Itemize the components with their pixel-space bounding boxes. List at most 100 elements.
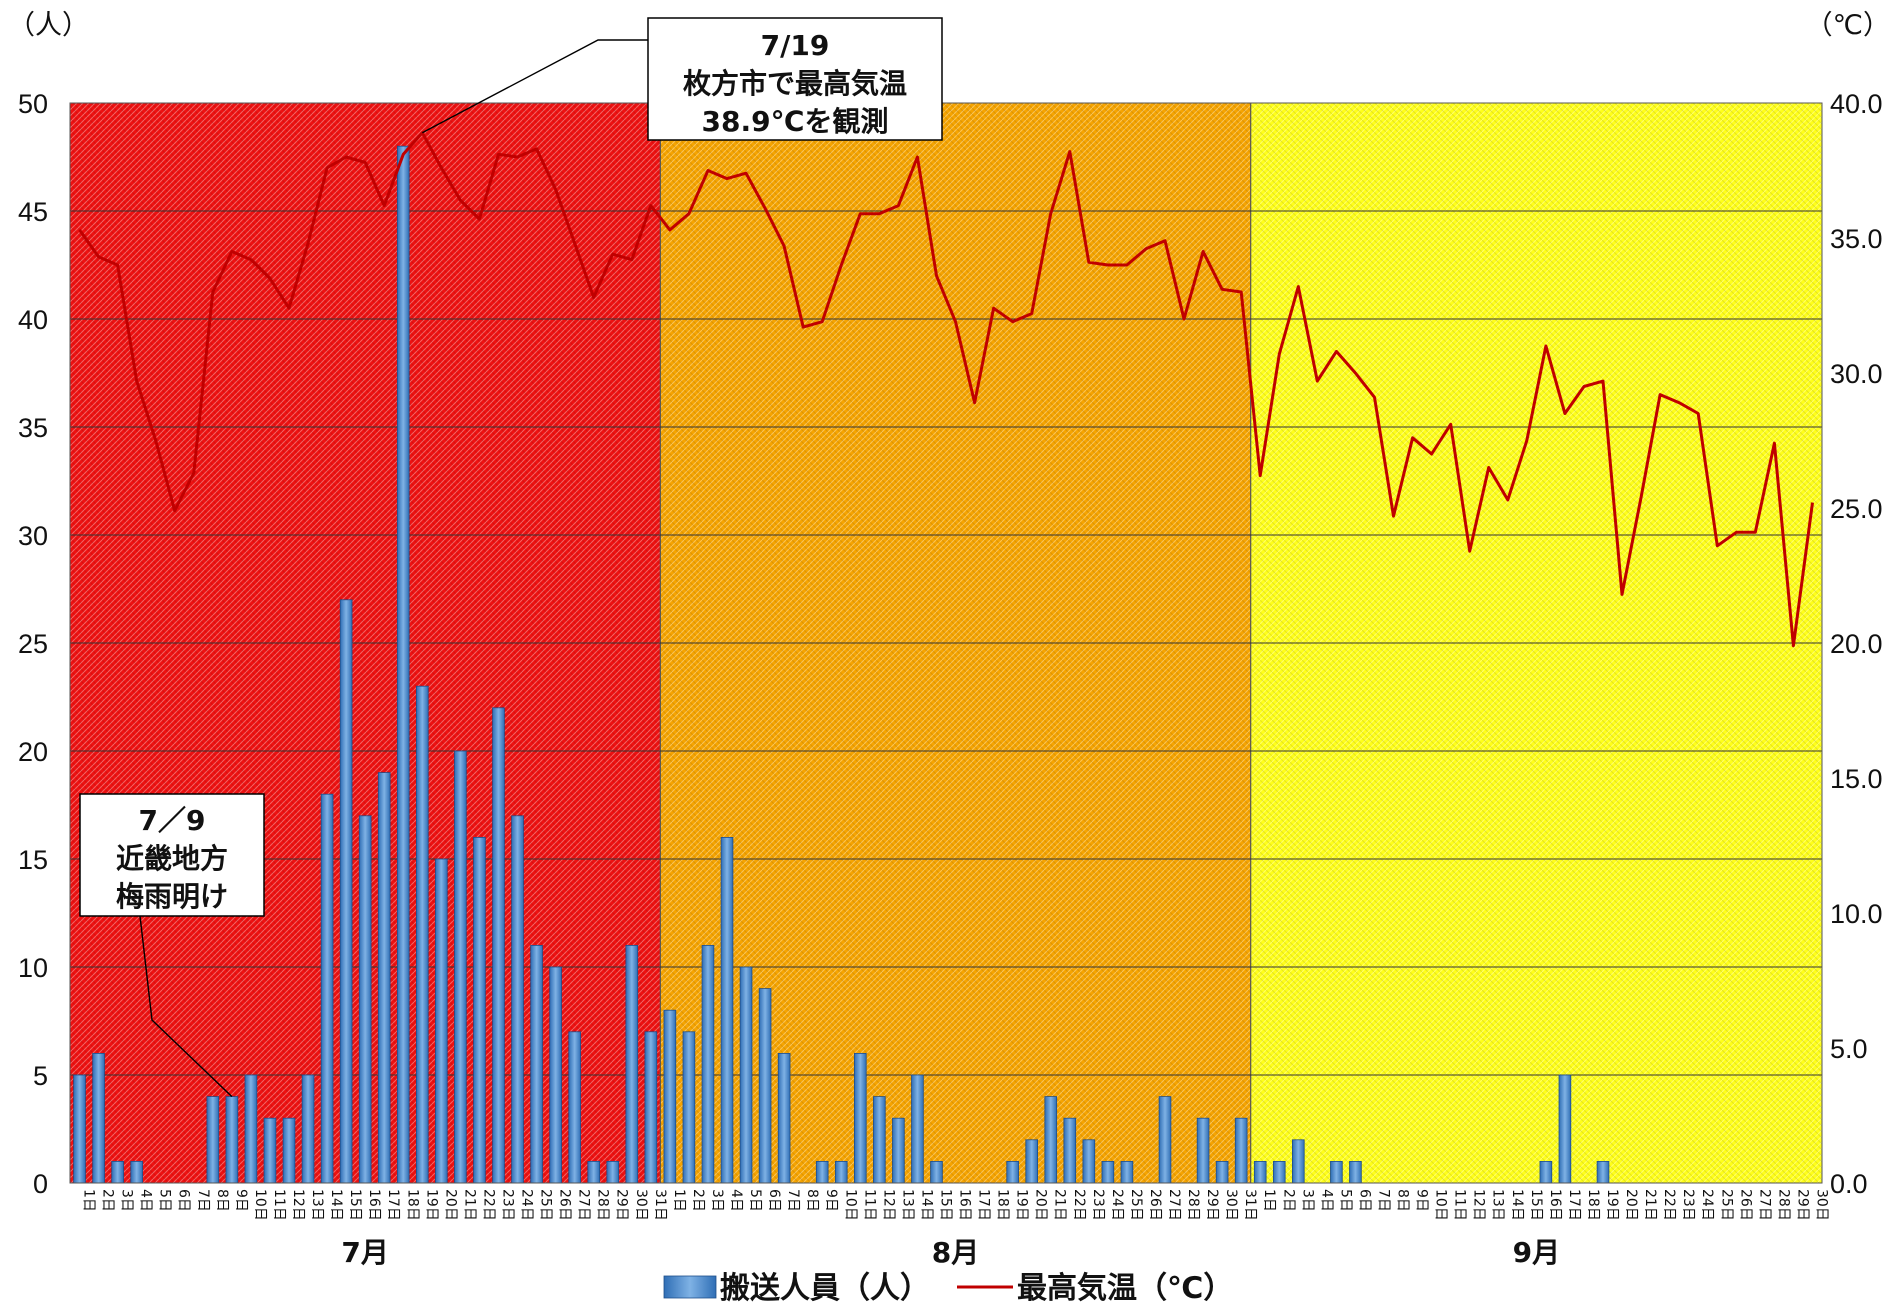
bar xyxy=(911,1074,924,1184)
bar xyxy=(416,685,429,1184)
day-label: 8日 xyxy=(1395,1189,1411,1212)
y-left-tick-label: 10 xyxy=(18,953,48,983)
bar xyxy=(1006,1161,1019,1184)
bar xyxy=(1330,1161,1343,1184)
callout-text: 7/19 xyxy=(761,29,830,62)
day-label: 31日 xyxy=(1242,1189,1258,1221)
day-label: 24日 xyxy=(1699,1189,1715,1221)
day-label: 4日 xyxy=(138,1189,154,1212)
bar xyxy=(834,1161,848,1184)
day-label: 20日 xyxy=(1623,1189,1639,1221)
y-right-tick-label: 20.0 xyxy=(1830,629,1883,659)
day-label: 22日 xyxy=(480,1189,496,1221)
bar xyxy=(206,1096,220,1184)
y-right-tick-label: 15.0 xyxy=(1830,764,1883,794)
bar xyxy=(358,815,372,1184)
month-label: 8月 xyxy=(932,1236,979,1269)
y-right-tick-label: 40.0 xyxy=(1830,89,1883,119)
callout-text: 7／9 xyxy=(139,804,206,837)
y-left-tick-label: 5 xyxy=(33,1061,48,1091)
day-label: 4日 xyxy=(1318,1189,1334,1212)
legend-bar-swatch xyxy=(663,1275,717,1299)
day-label: 23日 xyxy=(499,1189,515,1221)
plot-frame xyxy=(69,102,1823,1184)
callout-leader xyxy=(421,39,648,134)
bar xyxy=(587,1161,600,1184)
bar xyxy=(1025,1139,1038,1184)
day-label: 26日 xyxy=(1147,1189,1163,1221)
day-label: 1日 xyxy=(1261,1189,1277,1212)
bar xyxy=(1292,1139,1305,1184)
day-label: 12日 xyxy=(880,1189,896,1221)
bar xyxy=(130,1161,143,1184)
y-right-tick-label: 10.0 xyxy=(1830,899,1883,929)
bar xyxy=(377,772,391,1184)
day-label: 29日 xyxy=(614,1189,630,1221)
bar xyxy=(1044,1096,1058,1184)
day-label: 6日 xyxy=(766,1189,782,1212)
day-label: 14日 xyxy=(328,1189,344,1221)
day-label: 28日 xyxy=(1775,1189,1791,1221)
bar xyxy=(854,1053,867,1184)
day-label: 3日 xyxy=(119,1189,135,1212)
day-label: 7日 xyxy=(785,1189,801,1212)
day-label: 21日 xyxy=(1052,1189,1068,1221)
y-right-tick-label: 0.0 xyxy=(1830,1169,1868,1199)
day-label: 9日 xyxy=(823,1189,839,1212)
y-right-unit: （℃） xyxy=(1806,10,1890,41)
bar xyxy=(73,1074,86,1184)
day-label: 18日 xyxy=(1585,1189,1601,1221)
day-label: 1日 xyxy=(671,1189,687,1212)
callout-box xyxy=(647,17,943,141)
day-label: 16日 xyxy=(1547,1189,1563,1221)
y-right-tick-label: 35.0 xyxy=(1830,224,1883,254)
day-label: 10日 xyxy=(842,1189,858,1221)
bar xyxy=(815,1161,829,1184)
day-label: 29日 xyxy=(1204,1189,1220,1221)
day-label: 26日 xyxy=(1737,1189,1753,1221)
bar xyxy=(473,837,486,1184)
day-label: 3日 xyxy=(1299,1189,1315,1212)
bar xyxy=(320,793,334,1184)
y-right-tick-label: 25.0 xyxy=(1830,494,1883,524)
day-label: 28日 xyxy=(595,1189,611,1221)
day-label: 6日 xyxy=(176,1189,192,1212)
day-label: 23日 xyxy=(1090,1189,1106,1221)
y-left-tick-label: 45 xyxy=(18,197,48,227)
y-left-tick-label: 15 xyxy=(18,845,48,875)
day-label: 16日 xyxy=(957,1189,973,1221)
bar xyxy=(530,945,543,1184)
day-label: 2日 xyxy=(690,1189,706,1212)
bar xyxy=(625,945,639,1184)
day-label: 26日 xyxy=(557,1189,573,1221)
y-left-tick-label: 30 xyxy=(18,521,48,551)
bar xyxy=(454,750,467,1184)
y-left-unit: （人） xyxy=(8,10,89,41)
bar xyxy=(568,1031,581,1184)
day-label: 27日 xyxy=(576,1189,592,1221)
day-label: 10日 xyxy=(1433,1189,1449,1221)
callout-text: 枚方市で最高気温 xyxy=(683,67,907,100)
bar xyxy=(777,1053,791,1184)
day-label: 13日 xyxy=(309,1189,325,1221)
bar xyxy=(1158,1096,1172,1184)
bar xyxy=(225,1096,239,1184)
bar xyxy=(663,1009,677,1184)
day-label: 24日 xyxy=(519,1189,535,1221)
day-label: 12日 xyxy=(290,1189,306,1221)
day-label: 15日 xyxy=(347,1189,363,1221)
bar xyxy=(892,1117,905,1184)
legend-bar-label: 搬送人員（人） xyxy=(720,1271,930,1306)
bar xyxy=(396,145,410,1184)
day-label: 9日 xyxy=(1414,1189,1430,1212)
y-right-tick-label: 5.0 xyxy=(1830,1034,1868,1064)
bar xyxy=(1596,1161,1610,1184)
day-label: 25日 xyxy=(1718,1189,1734,1221)
day-label: 7日 xyxy=(1375,1189,1391,1212)
y-left-tick-label: 50 xyxy=(18,89,48,119)
bar xyxy=(549,966,562,1184)
line-series xyxy=(78,131,1814,648)
bar xyxy=(606,1161,620,1184)
